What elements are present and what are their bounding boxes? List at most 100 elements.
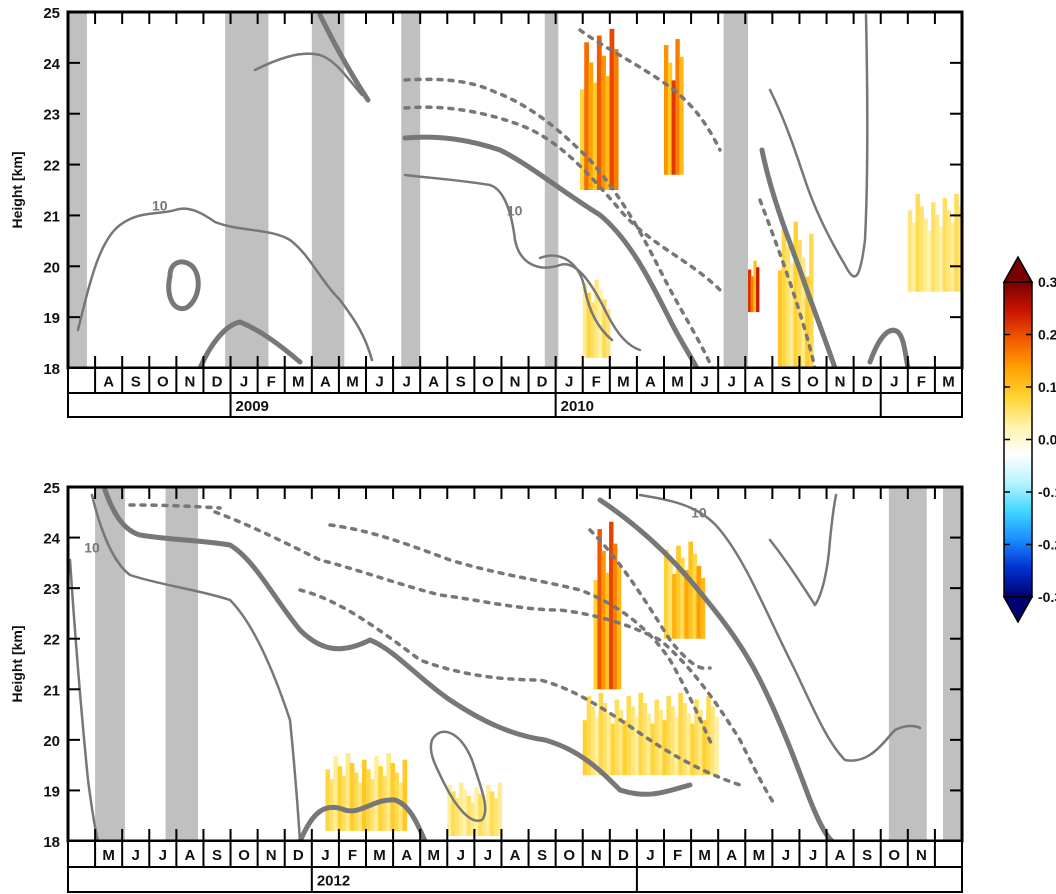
month-label: M [292, 374, 305, 391]
anomaly-cell [602, 299, 607, 358]
anomaly-cell [386, 753, 391, 831]
bottom-contour-dashed-4 [128, 503, 222, 510]
bottom-y-ticks: 18 19 20 21 22 23 24 25 [43, 480, 962, 851]
missing-data-band [943, 487, 962, 841]
anomaly-cell [710, 706, 715, 776]
bottom-contour-thin-1 [90, 493, 302, 841]
top-plot-background [68, 12, 962, 368]
anomaly-cell [753, 260, 757, 313]
colorbar-min-arrow [1002, 596, 1034, 624]
bottom-missing-data [95, 487, 962, 841]
y-tick-label: 20 [43, 733, 60, 750]
y-tick-label: 18 [43, 361, 60, 378]
anomaly-cell [698, 709, 703, 776]
anomaly-cell [756, 267, 760, 313]
colorbar-tick-label: -0.1 [1038, 484, 1056, 500]
bottom-contour-thin-2 [68, 558, 100, 841]
y-tick-label: 21 [43, 682, 60, 699]
contour-label: 10 [507, 202, 523, 218]
bottom-contour-dashed-3 [328, 523, 714, 747]
missing-data-band [723, 12, 748, 368]
anomaly-cell [588, 62, 594, 190]
anomaly-cell [700, 578, 706, 639]
anomaly-cell [584, 42, 590, 191]
anomaly-cell [593, 580, 599, 690]
y-tick-label: 19 [43, 310, 60, 327]
anomaly-cell [586, 292, 592, 358]
anomaly-cell [801, 258, 806, 368]
anomaly-cell [493, 798, 499, 836]
anomaly-cell [592, 82, 598, 190]
anomaly-cell [626, 696, 632, 776]
top-contour-thin-1 [76, 207, 374, 362]
anomaly-cell [341, 775, 347, 831]
anomaly-cell [934, 214, 940, 292]
anomaly-cell [714, 716, 719, 776]
y-tick-label: 19 [43, 783, 60, 800]
anomaly-cell [680, 557, 685, 639]
bottom-contour-dashed-5 [588, 528, 712, 671]
month-label: N [916, 847, 927, 864]
anomaly-cell [390, 762, 396, 831]
anomaly-cell [333, 756, 339, 831]
month-label: N [266, 847, 277, 864]
anomaly-cell [646, 713, 652, 776]
month-label: M [617, 374, 630, 391]
month-label: N [184, 374, 195, 391]
anomaly-cell [919, 206, 924, 292]
anomaly-cell [497, 782, 503, 836]
anomaly-cell [598, 289, 603, 358]
anomaly-cell [634, 716, 640, 776]
month-label: O [563, 847, 575, 864]
anomaly-cell [349, 762, 355, 831]
anomaly-cell [938, 226, 944, 292]
anomaly-cell [614, 699, 620, 776]
month-label: J [728, 374, 736, 391]
anomaly-cell [678, 692, 683, 776]
bottom-contour-thick-3 [297, 797, 428, 841]
colorbar-tick-label: 0.1 [1038, 379, 1056, 395]
month-label: A [726, 847, 737, 864]
bottom-contour-thin-3 [638, 493, 922, 762]
month-label: M [346, 374, 359, 391]
y-tick-label: 24 [43, 56, 60, 73]
top-contours [76, 12, 911, 368]
anomaly-cell [658, 709, 664, 776]
month-label: S [131, 374, 141, 391]
month-label: J [321, 847, 329, 864]
month-label: A [835, 847, 846, 864]
anomaly-cell [690, 723, 695, 776]
month-label: M [671, 374, 684, 391]
top-contour-dashed-1 [403, 77, 714, 368]
anomaly-cell [609, 28, 615, 191]
bottom-year-axis: 2012 [67, 866, 963, 893]
anomaly-cell [382, 775, 387, 831]
anomaly-cell [777, 270, 783, 368]
anomaly-cell [590, 706, 596, 776]
anomaly-cell [451, 791, 456, 836]
month-label: J [375, 374, 383, 391]
contour-label: 10 [152, 197, 168, 213]
month-label: J [646, 847, 654, 864]
missing-data-band [401, 12, 421, 368]
anomaly-cell [664, 44, 669, 175]
top-x-ticks [67, 12, 963, 368]
month-label: J [240, 374, 248, 391]
bottom-contours [68, 487, 922, 841]
top-year-axis: 2009 2010 [67, 392, 963, 418]
bottom-contour-thin-4 [768, 493, 838, 607]
anomaly-cell [605, 572, 610, 690]
month-label: M [698, 847, 711, 864]
top-contour-dashed-2 [403, 105, 722, 292]
y-tick-label: 20 [43, 259, 60, 276]
month-label: A [320, 374, 331, 391]
anomaly-cell [605, 75, 611, 190]
anomaly-cell [601, 550, 606, 690]
top-contour-thin-5 [538, 254, 614, 342]
anomaly-cell [605, 309, 611, 358]
anomaly-cell [447, 784, 452, 836]
month-label: A [510, 847, 521, 864]
y-tick-label: 25 [43, 5, 60, 22]
missing-data-band [544, 12, 559, 368]
